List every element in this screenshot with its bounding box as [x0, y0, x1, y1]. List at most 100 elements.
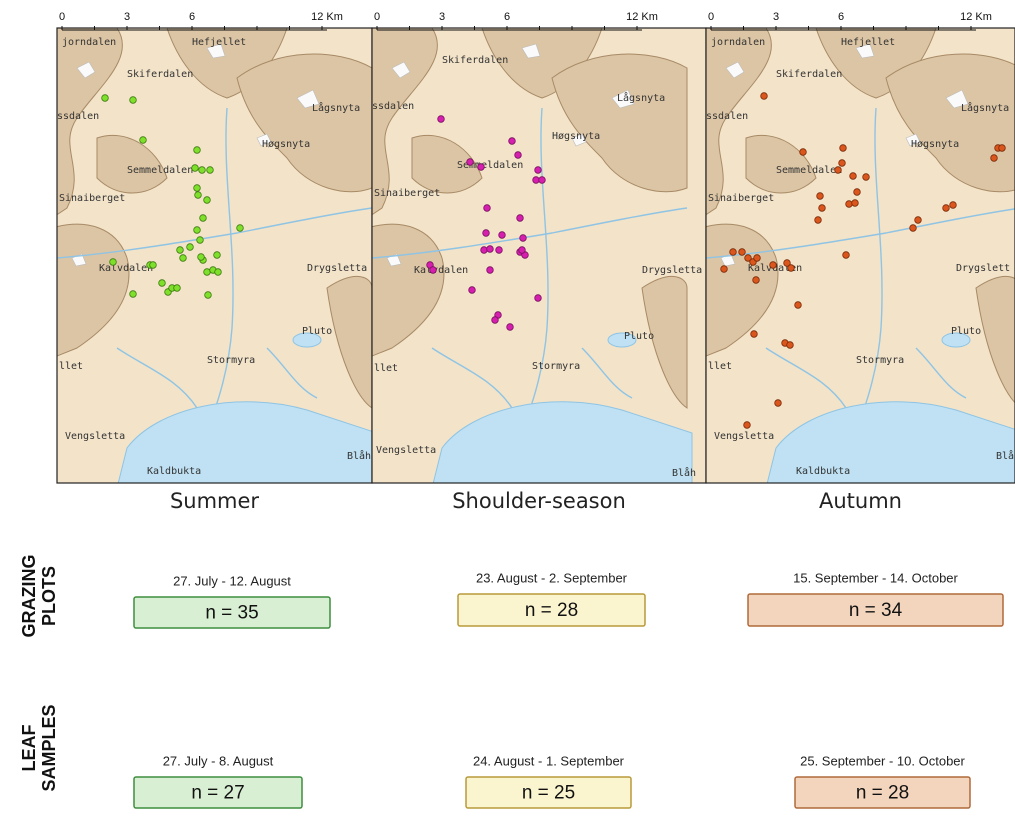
- plot-location: [910, 225, 917, 232]
- place-name: Kaldbukta: [796, 466, 850, 477]
- plot-location: [800, 149, 807, 156]
- plot-location: [507, 324, 514, 331]
- place-name: llet: [708, 361, 732, 372]
- plot-location: [478, 164, 485, 171]
- plot-location: [197, 237, 204, 244]
- plot-location: [915, 217, 922, 224]
- plot-location: [788, 265, 795, 272]
- plot-location: [483, 230, 490, 237]
- plot-location: [484, 205, 491, 212]
- plot-location: [438, 116, 445, 123]
- sample-count: n = 35: [205, 603, 258, 624]
- plot-location: [730, 249, 737, 256]
- place-name: Vengsletta: [714, 431, 774, 442]
- plot-location: [159, 280, 166, 287]
- row-label-line: LEAF: [19, 725, 39, 772]
- plot-location: [854, 189, 861, 196]
- place-name: Lågsnyta: [312, 101, 360, 114]
- plot-location: [180, 255, 187, 262]
- place-name: Kalvdalen: [414, 265, 468, 276]
- place-name: Lågsnyta: [617, 91, 665, 104]
- season-label: Summer: [170, 489, 259, 513]
- place-name: Drygsletta: [307, 263, 367, 274]
- plot-location: [174, 285, 181, 292]
- scale-label: 3: [773, 11, 779, 23]
- place-name: Stormyra: [856, 355, 904, 366]
- plot-location: [430, 267, 437, 274]
- plot-location: [102, 95, 109, 102]
- date-range: 23. August - 2. September: [476, 570, 628, 585]
- map: SkiferdalenLågsnytassdalenHøgsnytaSemmel…: [367, 28, 706, 488]
- place-name: jorndalen: [62, 37, 116, 48]
- season-label: Shoulder-season: [452, 489, 626, 513]
- plot-location: [775, 400, 782, 407]
- scale-label: 0: [59, 11, 65, 23]
- scale-label: 12 Km: [960, 11, 992, 23]
- plot-location: [237, 225, 244, 232]
- plot-location: [215, 269, 222, 276]
- date-range: 27. July - 12. August: [173, 573, 291, 588]
- plot-location: [195, 192, 202, 199]
- row-label-line: PLOTS: [39, 566, 59, 626]
- plot-location: [839, 160, 846, 167]
- place-name: Pluto: [302, 326, 332, 337]
- plot-location: [198, 254, 205, 261]
- place-name: Vengsletta: [65, 431, 125, 442]
- map: jorndalenHefjelletSkiferdalenLågsnytassd…: [701, 28, 1015, 488]
- plot-location: [140, 137, 147, 144]
- place-name: Kaldbukta: [147, 466, 201, 477]
- scale-label: 6: [504, 11, 510, 23]
- place-name: ssdalen: [706, 111, 748, 122]
- place-name: llet: [374, 363, 398, 374]
- plot-location: [467, 159, 474, 166]
- plot-location: [815, 217, 822, 224]
- scale-label: 0: [708, 11, 714, 23]
- plot-location: [200, 215, 207, 222]
- plot-location: [519, 247, 526, 254]
- plot-location: [517, 215, 524, 222]
- place-name: Hefjellet: [841, 37, 895, 48]
- plot-location: [539, 177, 546, 184]
- place-name: Drygslett: [956, 263, 1010, 274]
- plot-location: [199, 167, 206, 174]
- plot-location: [739, 249, 746, 256]
- plot-location: [991, 155, 998, 162]
- plot-location: [999, 145, 1006, 152]
- plot-location: [192, 165, 199, 172]
- date-range: 15. September - 14. October: [793, 570, 958, 585]
- scale-label: 12 Km: [626, 11, 658, 23]
- plot-location: [515, 152, 522, 159]
- place-name: Kalvdalen: [99, 263, 153, 274]
- place-name: Høgsnyta: [911, 139, 959, 150]
- place-name: jorndalen: [711, 37, 765, 48]
- plot-location: [204, 269, 211, 276]
- plot-location: [204, 197, 211, 204]
- plot-location: [950, 202, 957, 209]
- plot-location: [754, 255, 761, 262]
- plot-location: [795, 302, 802, 309]
- scale-label: 3: [124, 11, 130, 23]
- date-range: 25. September - 10. October: [800, 753, 965, 768]
- plot-location: [535, 167, 542, 174]
- plot-location: [110, 259, 117, 266]
- place-name: Semmeldalen: [776, 165, 842, 176]
- sample-count: n = 28: [856, 783, 909, 804]
- plot-location: [850, 173, 857, 180]
- map-panel: SkiferdalenLågsnytassdalenHøgsnytaSemmel…: [367, 28, 706, 488]
- plot-location: [744, 422, 751, 429]
- scale-label: 0: [374, 11, 380, 23]
- plot-location: [207, 167, 214, 174]
- plot-location: [205, 292, 212, 299]
- row-label: LEAFSAMPLES: [19, 704, 59, 791]
- plot-location: [469, 287, 476, 294]
- plot-location: [943, 205, 950, 212]
- plot-location: [761, 93, 768, 100]
- plot-location: [846, 201, 853, 208]
- plot-location: [770, 262, 777, 269]
- plot-location: [130, 97, 137, 104]
- row-label-line: SAMPLES: [39, 704, 59, 791]
- place-name: Høgsnyta: [552, 131, 600, 142]
- plot-location: [499, 232, 506, 239]
- plot-location: [852, 200, 859, 207]
